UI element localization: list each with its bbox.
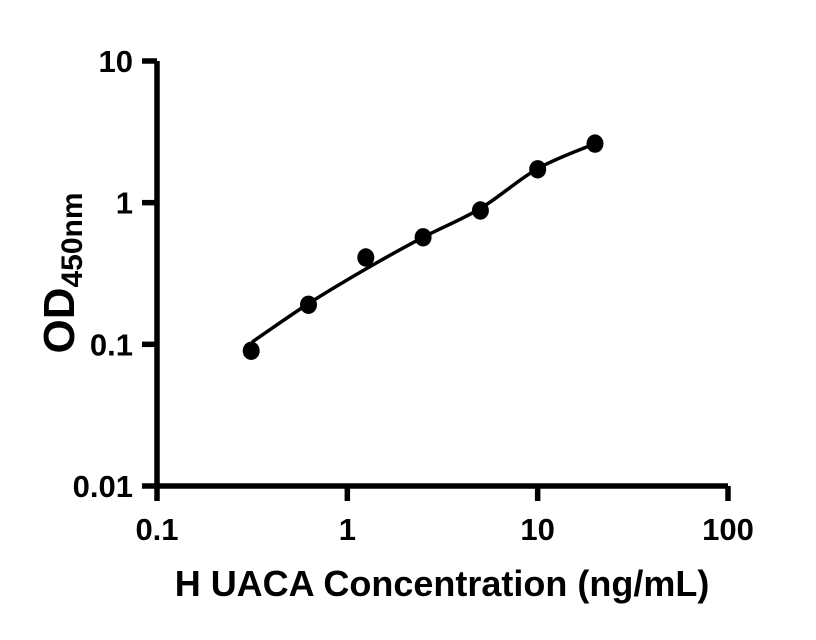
x-tick-label: 10 bbox=[520, 512, 554, 547]
data-points-layer bbox=[242, 134, 604, 360]
data-point bbox=[414, 228, 432, 247]
data-point bbox=[242, 341, 260, 360]
y-axis-title-main: OD bbox=[35, 288, 84, 354]
y-tick-label: 10 bbox=[99, 44, 133, 79]
y-tick-label: 0.1 bbox=[90, 327, 133, 362]
x-tick-label: 1 bbox=[339, 512, 356, 547]
data-point bbox=[357, 248, 375, 267]
y-axis-title-sub: 450nm bbox=[56, 192, 89, 287]
x-tick-label: 100 bbox=[702, 512, 754, 547]
x-axis-title: H UACA Concentration (ng/mL) bbox=[175, 563, 710, 604]
data-point bbox=[529, 160, 547, 179]
data-point bbox=[586, 134, 604, 153]
x-tick-label: 0.1 bbox=[135, 512, 178, 547]
y-tick-label: 0.01 bbox=[73, 469, 133, 504]
y-axis-title: OD450nm bbox=[35, 192, 89, 353]
data-point bbox=[300, 295, 317, 314]
data-point bbox=[471, 201, 489, 220]
axis-spines bbox=[154, 61, 728, 489]
y-tick-label: 1 bbox=[116, 186, 133, 221]
